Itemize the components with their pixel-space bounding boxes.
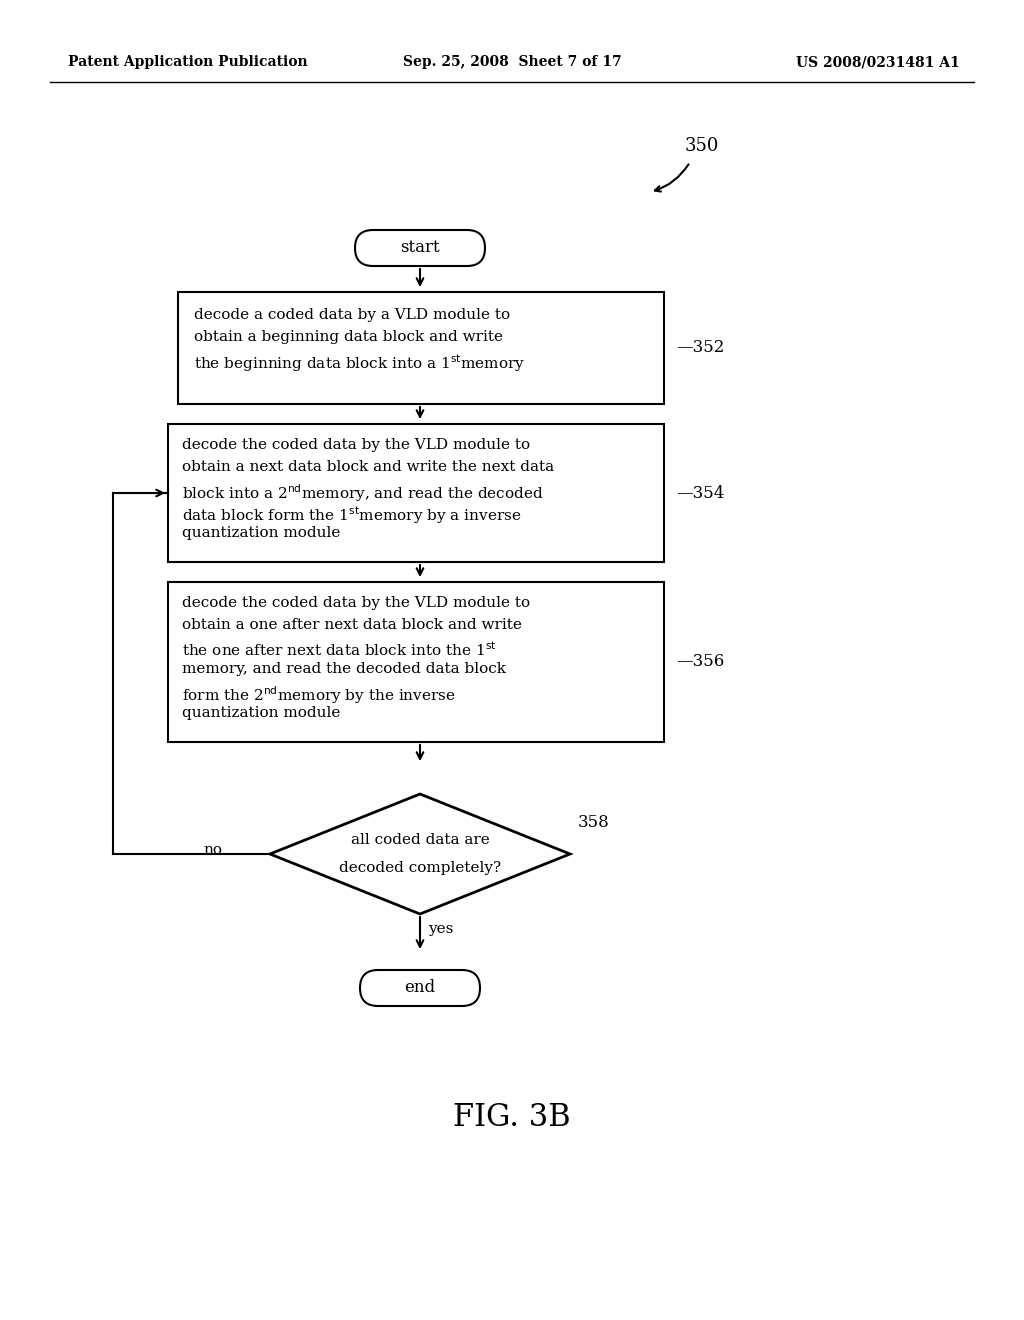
- Bar: [168, 424, 664, 562]
- Bar: [178, 292, 664, 404]
- Text: —352: —352: [676, 339, 724, 356]
- Text: form the 2$^{\mathrm{nd}}$memory by the inverse: form the 2$^{\mathrm{nd}}$memory by the …: [182, 684, 456, 706]
- Text: quantization module: quantization module: [182, 706, 340, 719]
- Text: quantization module: quantization module: [182, 525, 340, 540]
- Text: data block form the 1$^{\mathrm{st}}$memory by a inverse: data block form the 1$^{\mathrm{st}}$mem…: [182, 504, 521, 525]
- Text: obtain a next data block and write the next data: obtain a next data block and write the n…: [182, 459, 554, 474]
- FancyBboxPatch shape: [355, 230, 485, 267]
- Text: obtain a one after next data block and write: obtain a one after next data block and w…: [182, 618, 522, 632]
- FancyBboxPatch shape: [360, 970, 480, 1006]
- Text: decode a coded data by a VLD module to: decode a coded data by a VLD module to: [194, 308, 510, 322]
- Text: end: end: [404, 979, 435, 997]
- Text: decode the coded data by the VLD module to: decode the coded data by the VLD module …: [182, 438, 530, 451]
- Text: FIG. 3B: FIG. 3B: [454, 1102, 570, 1134]
- Text: the one after next data block into the 1$^{\mathrm{st}}$: the one after next data block into the 1…: [182, 640, 497, 659]
- Text: obtain a beginning data block and write: obtain a beginning data block and write: [194, 330, 503, 345]
- Text: Sep. 25, 2008  Sheet 7 of 17: Sep. 25, 2008 Sheet 7 of 17: [402, 55, 622, 69]
- Polygon shape: [270, 795, 570, 913]
- Text: start: start: [400, 239, 440, 256]
- Bar: [168, 582, 664, 742]
- Text: all coded data are: all coded data are: [350, 833, 489, 847]
- Text: decoded completely?: decoded completely?: [339, 861, 501, 875]
- Text: no: no: [203, 843, 222, 857]
- Text: —356: —356: [676, 653, 724, 671]
- Text: 358: 358: [578, 814, 609, 832]
- Text: yes: yes: [428, 921, 454, 936]
- Text: US 2008/0231481 A1: US 2008/0231481 A1: [797, 55, 961, 69]
- Text: decode the coded data by the VLD module to: decode the coded data by the VLD module …: [182, 597, 530, 610]
- Text: Patent Application Publication: Patent Application Publication: [68, 55, 307, 69]
- Text: block into a 2$^{\mathrm{nd}}$memory, and read the decoded: block into a 2$^{\mathrm{nd}}$memory, an…: [182, 482, 544, 504]
- Text: —354: —354: [676, 484, 724, 502]
- Text: 350: 350: [685, 137, 720, 154]
- Text: memory, and read the decoded data block: memory, and read the decoded data block: [182, 663, 506, 676]
- Text: the beginning data block into a 1$^{\mathrm{st}}$memory: the beginning data block into a 1$^{\mat…: [194, 352, 525, 374]
